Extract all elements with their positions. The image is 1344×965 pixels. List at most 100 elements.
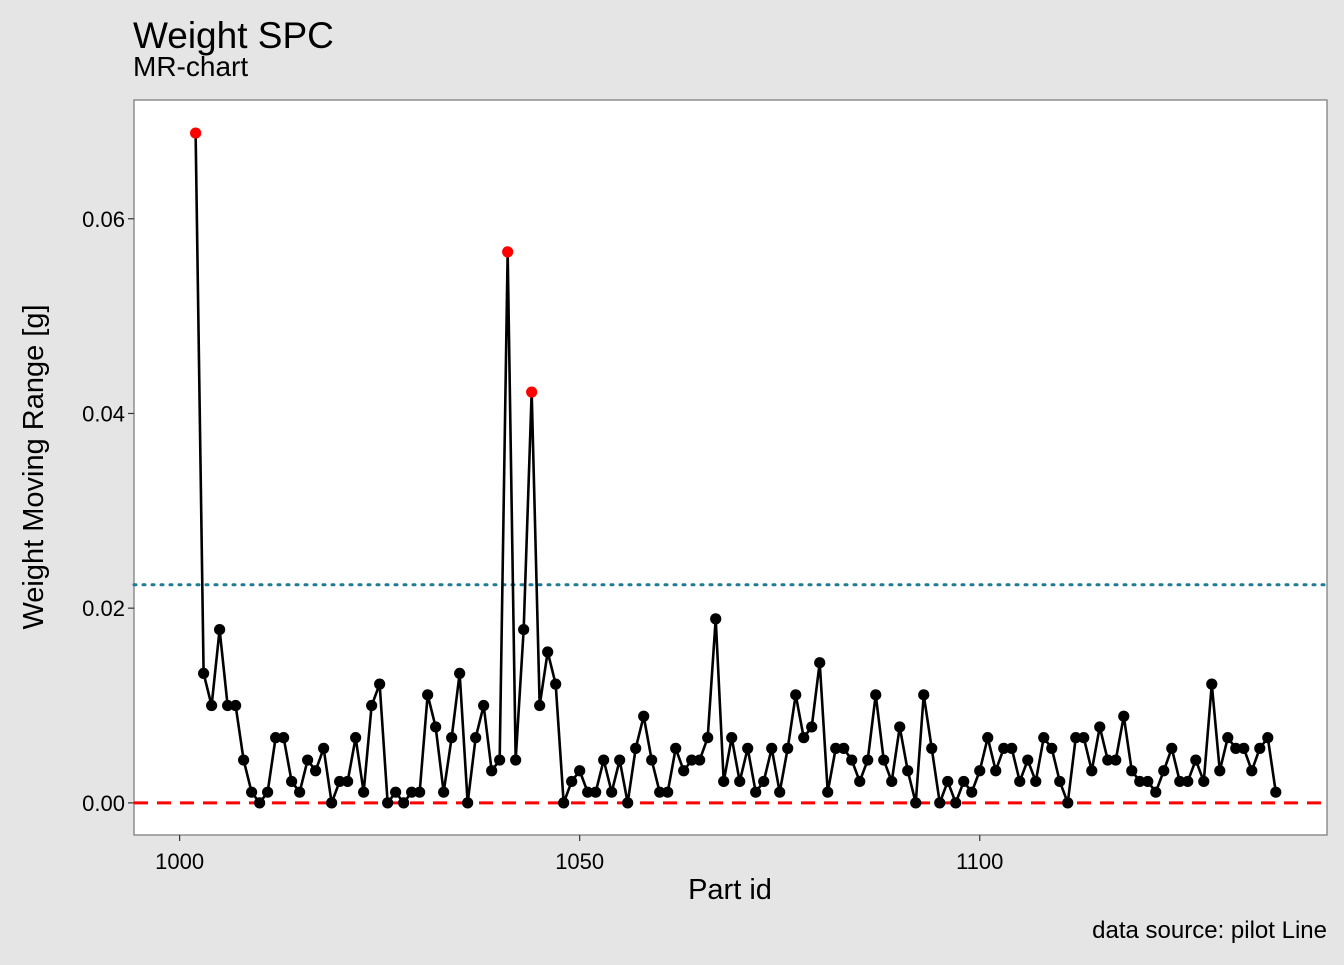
data-point — [934, 797, 946, 809]
data-point — [310, 765, 322, 777]
data-points — [190, 127, 1282, 809]
chart-title: Weight SPC — [133, 15, 334, 56]
data-point — [222, 699, 234, 712]
data-point — [1094, 721, 1106, 733]
data-point — [966, 786, 978, 798]
data-point — [430, 721, 442, 733]
data-point — [814, 657, 826, 669]
data-point — [926, 742, 938, 754]
data-point — [758, 775, 770, 788]
data-point — [870, 689, 882, 701]
data-point — [902, 765, 914, 777]
data-point — [1150, 786, 1162, 798]
data-point — [662, 786, 674, 798]
data-point — [1254, 742, 1266, 754]
data-point — [238, 754, 250, 766]
y-axis-label: Weight Moving Range [g] — [18, 304, 50, 629]
data-point — [822, 786, 834, 798]
data-point — [446, 732, 458, 744]
data-point — [1230, 742, 1242, 754]
data-point — [958, 775, 970, 788]
data-point — [590, 786, 602, 798]
data-point — [390, 786, 402, 798]
data-point — [790, 689, 802, 701]
data-point — [462, 797, 474, 809]
data-point — [638, 710, 650, 722]
y-tick-label: 0.00 — [82, 791, 125, 816]
data-point — [566, 775, 578, 788]
data-point — [1062, 797, 1074, 809]
data-point-out-of-control — [502, 246, 514, 258]
data-point — [998, 742, 1010, 754]
data-point — [278, 732, 290, 744]
data-point — [422, 689, 434, 701]
y-tick-label: 0.06 — [82, 207, 125, 232]
data-point-out-of-control — [190, 127, 202, 139]
data-point — [894, 721, 906, 733]
data-point — [1214, 765, 1226, 777]
data-point — [1086, 765, 1098, 777]
data-point — [750, 786, 762, 798]
data-point — [206, 699, 218, 712]
data-point — [358, 786, 370, 798]
data-point — [286, 775, 298, 788]
data-point — [614, 754, 626, 766]
data-point — [1190, 754, 1202, 766]
data-point — [438, 786, 450, 798]
data-point — [942, 775, 954, 788]
data-point — [382, 797, 394, 809]
data-point — [1070, 732, 1082, 744]
data-point — [534, 699, 546, 712]
data-point — [510, 754, 522, 766]
data-point — [1046, 742, 1058, 754]
data-point — [318, 742, 330, 754]
data-point — [334, 775, 346, 788]
data-point — [710, 613, 722, 625]
data-point — [398, 797, 410, 809]
data-point — [1142, 775, 1154, 788]
data-point — [1222, 732, 1234, 744]
chart-subtitle: MR-chart — [133, 51, 248, 82]
data-point — [414, 786, 426, 798]
data-point — [686, 754, 698, 766]
data-point — [454, 667, 466, 679]
data-point — [478, 699, 490, 712]
data-point — [1134, 775, 1146, 788]
x-axis-ticks: 1000 1050 1100 — [155, 835, 1003, 874]
data-point — [766, 742, 778, 754]
data-point — [838, 742, 850, 754]
data-point — [230, 699, 242, 712]
data-point — [862, 754, 874, 766]
data-point — [1126, 765, 1138, 777]
data-point — [366, 699, 378, 712]
data-point — [1054, 775, 1066, 788]
x-axis-label: Part id — [688, 874, 772, 906]
data-point — [774, 786, 786, 798]
data-point — [1166, 742, 1178, 754]
data-point — [846, 754, 858, 766]
data-point — [254, 797, 266, 809]
data-point — [406, 786, 418, 798]
data-point — [1014, 775, 1026, 788]
data-point — [694, 754, 706, 766]
data-point — [598, 754, 610, 766]
data-point — [734, 775, 746, 788]
data-point — [1078, 732, 1090, 744]
data-point — [574, 765, 586, 777]
data-point — [622, 797, 634, 809]
data-point — [950, 797, 962, 809]
x-tick-label: 1000 — [155, 849, 204, 874]
data-point — [542, 646, 554, 658]
data-point — [582, 786, 594, 798]
data-point — [670, 742, 682, 754]
data-point — [726, 732, 738, 744]
data-point — [678, 765, 690, 777]
data-point — [1238, 742, 1250, 754]
data-point — [1198, 775, 1210, 788]
data-point — [1206, 678, 1218, 690]
y-tick-label: 0.02 — [82, 596, 125, 621]
data-point — [494, 754, 506, 766]
data-point — [374, 678, 386, 690]
data-point — [518, 623, 530, 636]
data-point — [550, 678, 562, 690]
